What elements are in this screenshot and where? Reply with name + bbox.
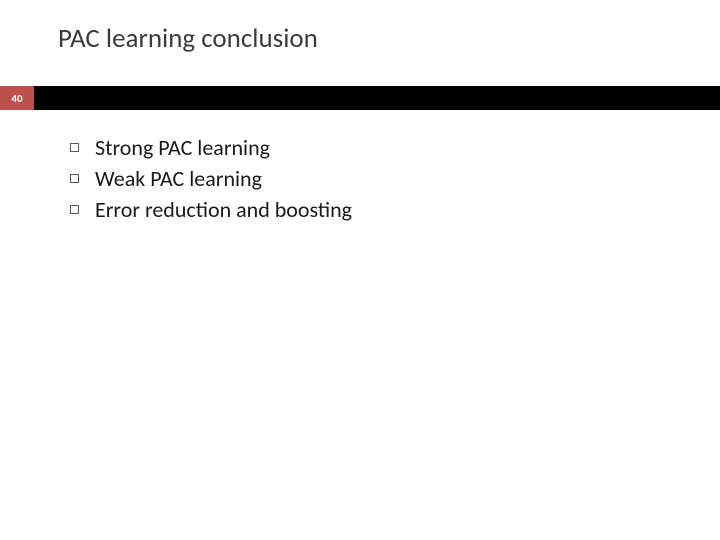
square-bullet-icon bbox=[70, 205, 79, 214]
divider-bar: 40 bbox=[0, 86, 720, 110]
square-bullet-icon bbox=[70, 143, 79, 152]
slide: PAC learning conclusion 40 Strong PAC le… bbox=[0, 0, 720, 540]
slide-title: PAC learning conclusion bbox=[58, 22, 318, 55]
page-number-badge: 40 bbox=[0, 86, 34, 110]
list-item: Weak PAC learning bbox=[70, 165, 352, 192]
bullet-list: Strong PAC learning Weak PAC learning Er… bbox=[70, 134, 352, 227]
bullet-text: Error reduction and boosting bbox=[95, 196, 352, 223]
bullet-text: Strong PAC learning bbox=[95, 134, 270, 161]
list-item: Strong PAC learning bbox=[70, 134, 352, 161]
bullet-text: Weak PAC learning bbox=[95, 165, 262, 192]
list-item: Error reduction and boosting bbox=[70, 196, 352, 223]
square-bullet-icon bbox=[70, 174, 79, 183]
title-underline-bar bbox=[34, 86, 720, 110]
